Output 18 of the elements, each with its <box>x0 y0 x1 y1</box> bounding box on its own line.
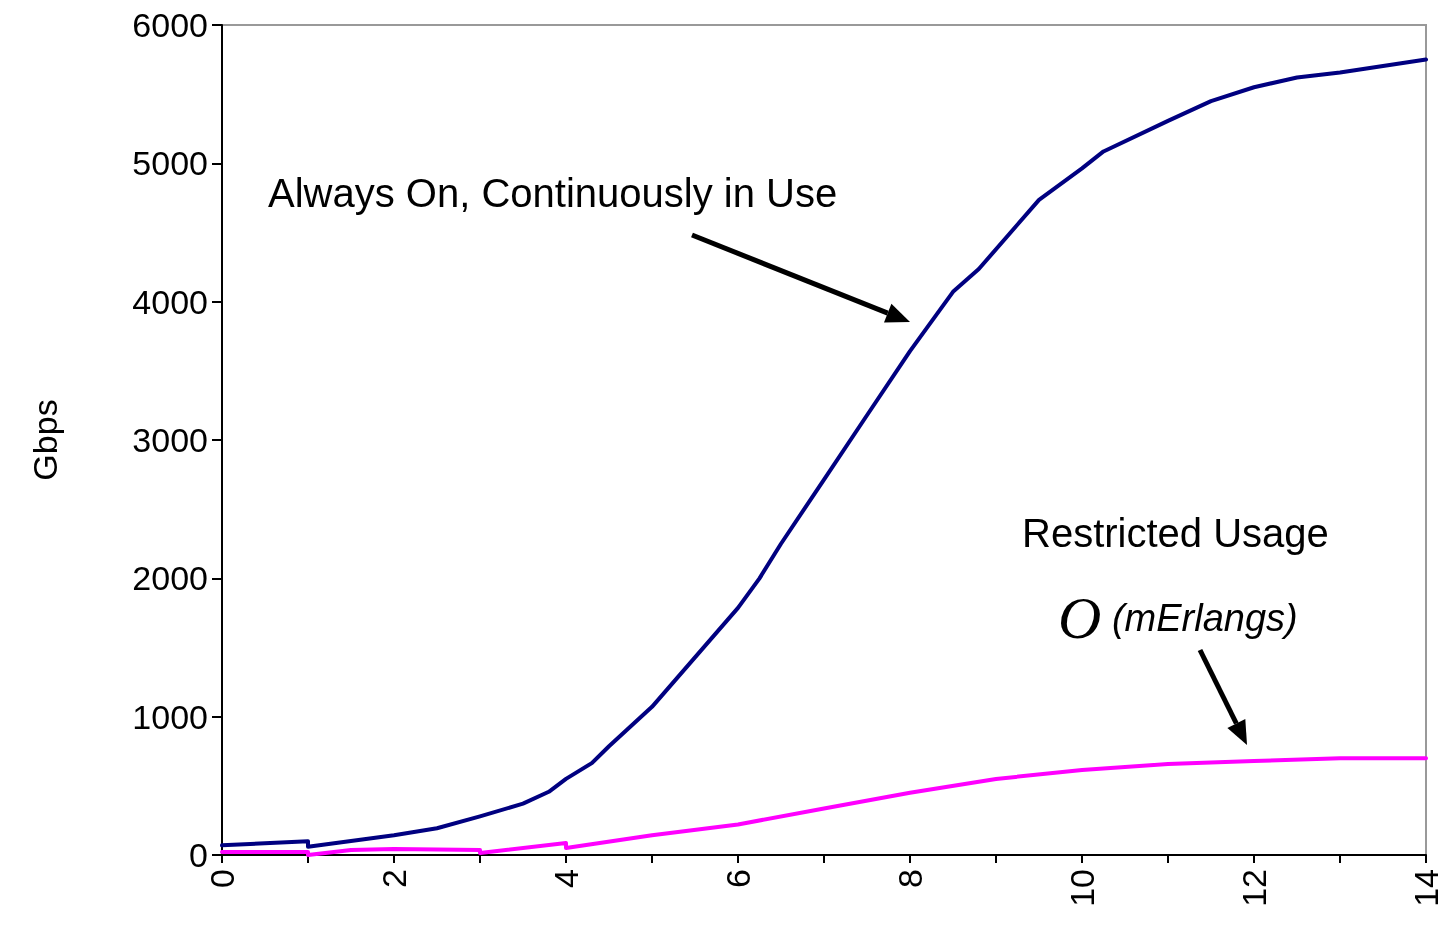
annotation: Restricted Usage O (mErlangs) <box>1022 511 1329 651</box>
x-tick-label: 0 <box>203 869 241 888</box>
line-series <box>220 57 1428 849</box>
y-axis-title: Gbps <box>26 399 64 481</box>
y-tick-label: 2000 <box>132 559 208 598</box>
annotation: Always On, Continuously in Use <box>268 171 838 215</box>
y-tick-label: 3000 <box>132 421 208 459</box>
x-tick-label: 10 <box>1063 869 1101 907</box>
y-tick-label: 1000 <box>132 697 208 736</box>
x-tick-label: 6 <box>719 869 757 888</box>
x-tick-label: 2 <box>375 869 413 888</box>
y-tick-label: 5000 <box>132 144 208 183</box>
y-tick-label: 6000 <box>132 6 208 44</box>
y-tick-label: 4000 <box>132 282 208 321</box>
x-tick-label: 8 <box>891 869 929 888</box>
x-tick-label: 12 <box>1235 869 1273 907</box>
x-tick-label: 4 <box>547 869 585 888</box>
x-tick-label: 14 <box>1407 869 1445 907</box>
